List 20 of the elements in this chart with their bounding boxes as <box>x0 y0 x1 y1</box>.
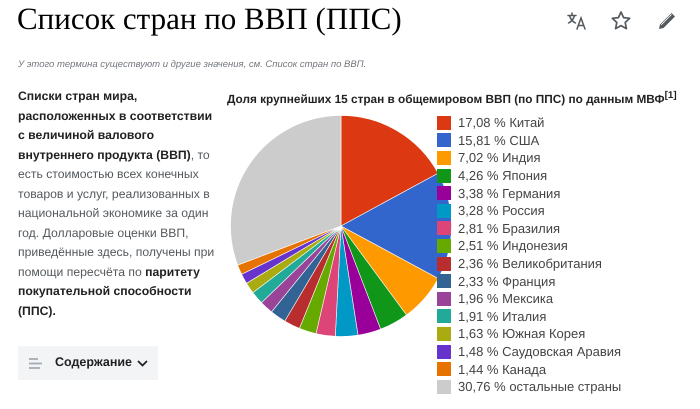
legend-label: 1,96 % Мексика <box>458 291 554 306</box>
legend-label: 1,44 % Канада <box>458 362 546 377</box>
legend-label: 15,81 % США <box>458 132 540 148</box>
legend-label: 2,51 % Индонезия <box>458 238 568 254</box>
chart-title: Список стран по ВВП (ППС) <box>17 1 402 37</box>
legend-label: 2,36 % Великобритания <box>458 256 602 272</box>
legend-label: 3,28 % Россия <box>458 203 545 218</box>
legend-label: 2,33 % Франция <box>458 274 556 289</box>
legend-label: 1,91 % Италия <box>458 308 546 324</box>
legend-label: 1,48 % Саудовская Аравия <box>458 344 622 360</box>
legend-label: 2,81 % Бразилия <box>458 220 560 236</box>
legend-label: 4,26 % Япония <box>458 168 548 184</box>
text: У этого термина существуют и другие значения, см. Список стран по ВВП. <box>18 59 366 70</box>
chart-subtitle: Доля крупнейших 15 стран в общемировом ВВП (по ППС) по данным МВФ$^{[1]}$ <box>227 90 677 106</box>
legend-label: 7,02 % Индия <box>458 150 540 166</box>
legend-label: 1,63 % Южная Корея <box>458 326 586 342</box>
legend-label: 30,76 % остальные страны <box>458 379 622 394</box>
text: Содержание <box>55 355 132 369</box>
legend-label: 3,38 % Германия <box>458 186 560 201</box>
legend-label: 17,08 % Китай <box>458 115 544 130</box>
